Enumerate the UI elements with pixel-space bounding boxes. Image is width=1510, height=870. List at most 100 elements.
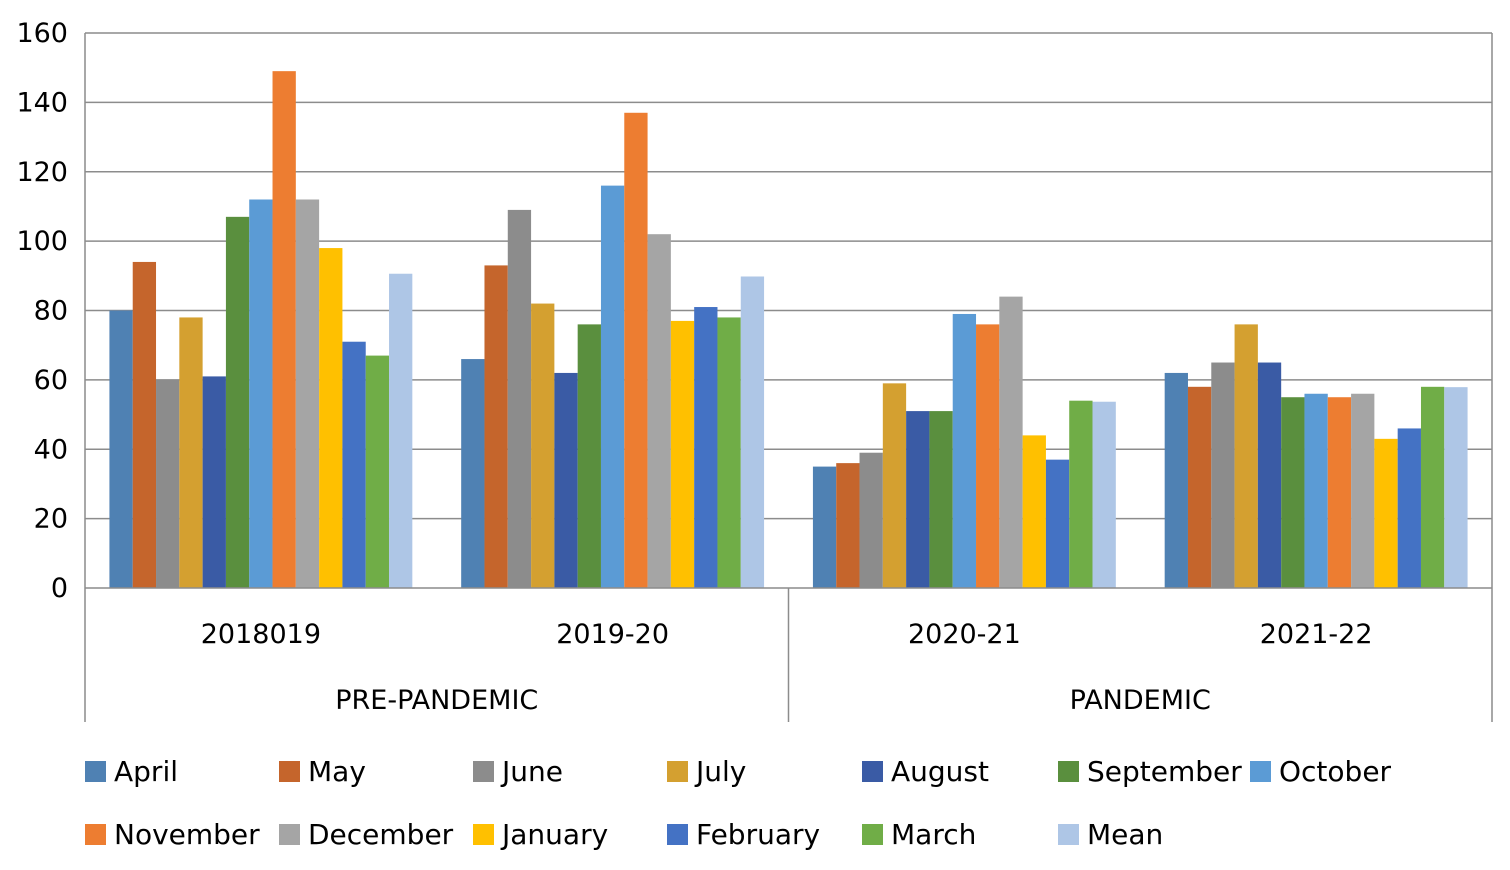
- bar-april-2020-21: [812, 466, 837, 588]
- bar-february-2019-20: [694, 307, 718, 588]
- y-axis-ticks: 0 20 40 60 80 100 120 140 160: [16, 18, 68, 604]
- legend-item-june: June: [473, 755, 563, 788]
- bar-june-2018019: [156, 379, 180, 588]
- bar-march-2020-21: [1069, 400, 1093, 588]
- legend-item-march: March: [862, 818, 976, 851]
- bar-january-2019-20: [670, 320, 695, 588]
- axes: [84, 33, 1493, 722]
- y-tick-label: 160: [16, 18, 68, 49]
- bar-november-2018019: [272, 71, 296, 588]
- bar-march-2018019: [365, 355, 390, 588]
- bar-mean-2018019: [389, 273, 413, 588]
- bar-april-2021-22: [1164, 372, 1188, 588]
- bar-march-2019-20: [717, 317, 741, 588]
- y-tick-label: 140: [16, 87, 68, 118]
- bar-february-2021-22: [1397, 428, 1421, 588]
- bar-july-2020-21: [882, 383, 907, 588]
- legend-swatch: [667, 824, 688, 845]
- x-tick-label: 2021-22: [1260, 619, 1373, 650]
- legend-item-september: September: [1058, 755, 1242, 788]
- bar-december-2019-20: [647, 234, 671, 588]
- bar-may-2020-21: [836, 463, 860, 588]
- bar-december-2021-22: [1351, 393, 1375, 588]
- bar-december-2018019: [295, 199, 320, 588]
- legend-swatch: [1058, 824, 1079, 845]
- bar-january-2018019: [319, 248, 343, 588]
- legend-label: December: [308, 818, 454, 851]
- x-group-label: PANDEMIC: [1070, 685, 1211, 716]
- bar-july-2018019: [179, 317, 203, 588]
- bar-may-2019-20: [484, 265, 508, 588]
- bar-mean-2021-22: [1444, 387, 1468, 588]
- legend-item-february: February: [667, 818, 820, 851]
- legend-item-april: April: [85, 755, 178, 788]
- legend-label: November: [114, 818, 260, 851]
- legend-item-january: January: [473, 818, 608, 851]
- bar-may-2021-22: [1187, 386, 1212, 588]
- legend-label: June: [500, 755, 563, 788]
- bar-august-2020-21: [906, 411, 930, 588]
- bars: [109, 71, 1468, 588]
- legend-label: August: [891, 755, 989, 788]
- bar-june-2020-21: [859, 452, 883, 588]
- bar-february-2018019: [342, 341, 366, 588]
- y-tick-label: 100: [16, 226, 68, 257]
- bar-october-2019-20: [600, 185, 625, 588]
- bar-july-2019-20: [531, 303, 555, 588]
- bar-september-2020-21: [929, 411, 953, 588]
- legend-item-july: July: [667, 755, 746, 788]
- bar-mean-2020-21: [1092, 401, 1116, 588]
- legend-label: July: [694, 755, 746, 788]
- bar-august-2019-20: [554, 372, 578, 588]
- legend-swatch: [279, 824, 300, 845]
- legend-swatch: [1058, 761, 1079, 782]
- x-tick-label: 2020-21: [908, 619, 1021, 650]
- legend-label: February: [696, 818, 820, 851]
- bar-june-2021-22: [1211, 362, 1235, 588]
- x-tick-label: 2019-20: [556, 619, 669, 650]
- bar-november-2020-21: [976, 324, 1000, 588]
- bar-october-2020-21: [952, 313, 977, 588]
- bar-may-2018019: [132, 261, 157, 588]
- bar-december-2020-21: [999, 296, 1023, 588]
- x-axis-labels: 2018019 2019-20 2020-21 2021-22 PRE-PANDEMIC…: [201, 619, 1373, 716]
- bar-august-2018019: [202, 376, 226, 588]
- bar-september-2019-20: [577, 324, 601, 588]
- x-group-label: PRE-PANDEMIC: [335, 685, 538, 716]
- legend-label: September: [1087, 755, 1242, 788]
- legend-swatch: [279, 761, 300, 782]
- bar-november-2019-20: [624, 112, 648, 588]
- bar-october-2021-22: [1304, 393, 1328, 588]
- bar-january-2021-22: [1374, 438, 1398, 588]
- legend-item-august: August: [862, 755, 989, 788]
- y-tick-label: 120: [16, 157, 68, 188]
- legend-swatch: [473, 761, 494, 782]
- y-tick-label: 20: [34, 504, 68, 535]
- bar-april-2018019: [109, 310, 133, 588]
- y-tick-label: 40: [34, 434, 68, 465]
- legend-item-may: May: [279, 755, 366, 788]
- legend: April May June July August September October No…: [85, 755, 1392, 851]
- y-tick-label: 80: [34, 296, 68, 327]
- legend-swatch: [667, 761, 688, 782]
- bar-march-2021-22: [1420, 386, 1445, 588]
- bar-february-2020-21: [1045, 459, 1070, 588]
- bar-july-2021-22: [1234, 324, 1258, 588]
- legend-label: May: [308, 755, 366, 788]
- legend-swatch: [85, 761, 106, 782]
- bar-november-2021-22: [1327, 397, 1352, 588]
- legend-label: March: [891, 818, 976, 851]
- legend-item-november: November: [85, 818, 260, 851]
- legend-label: Mean: [1087, 818, 1163, 851]
- legend-swatch: [1250, 761, 1271, 782]
- x-tick-label: 2018019: [201, 619, 321, 650]
- y-tick-label: 60: [34, 365, 68, 396]
- bar-april-2019-20: [461, 359, 485, 588]
- legend-swatch: [85, 824, 106, 845]
- bar-august-2021-22: [1257, 362, 1282, 588]
- bar-september-2021-22: [1281, 397, 1305, 588]
- bar-september-2018019: [225, 216, 250, 588]
- y-tick-label: 0: [51, 573, 68, 604]
- bar-january-2020-21: [1022, 435, 1046, 588]
